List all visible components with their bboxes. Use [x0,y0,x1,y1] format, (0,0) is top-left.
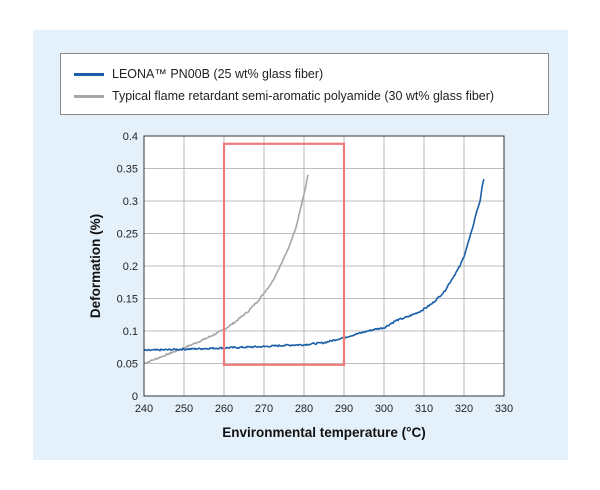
legend-label-typical: Typical flame retardant semi-aromatic po… [112,89,495,103]
y-tick-label: 0.35 [117,164,138,176]
legend-item-typical: Typical flame retardant semi-aromatic po… [74,87,494,105]
y-tick-label: 0.1 [123,326,138,338]
y-tick-label: 0.2 [123,261,138,273]
chart-legend: LEONA™ PN00B (25 wt% glass fiber) Typica… [60,53,549,115]
x-tick-label: 310 [415,403,433,415]
series-layer [143,174,485,365]
annotation-layer [222,142,346,366]
legend-item-leona: LEONA™ PN00B (25 wt% glass fiber) [74,65,323,83]
y-tick-label: 0.4 [123,131,138,143]
legend-swatch-leona [74,72,104,76]
y-axis-title: Deformation (%) [88,214,103,318]
x-tick-label: 260 [215,403,233,415]
x-tick-label: 320 [455,403,473,415]
y-tick-label: 0 [132,391,138,403]
x-tick-label: 330 [495,403,513,415]
legend-label-leona: LEONA™ PN00B (25 wt% glass fiber) [112,67,324,81]
x-tick-label: 270 [255,403,273,415]
x-tick-label: 280 [295,403,313,415]
x-axis-title: Environmental temperature (°C) [222,425,425,440]
x-tick-label: 290 [335,403,353,415]
y-axis-ticks: 0 0.05 0.1 0.15 0.2 0.25 0.3 0.35 0.4 [117,131,138,403]
highlight-rectangle [222,142,346,366]
y-tick-label: 0.15 [117,294,138,306]
x-tick-label: 250 [175,403,193,415]
y-tick-label: 0.05 [117,359,138,371]
series-line-typical [143,174,309,365]
x-axis-ticks: 240 250 260 270 280 290 300 310 320 330 [135,403,513,415]
series-line-leona [143,178,485,352]
y-tick-label: 0.3 [123,196,138,208]
x-tick-label: 240 [135,403,153,415]
y-tick-label: 0.25 [117,229,138,241]
legend-swatch-typical [74,94,104,98]
x-tick-label: 300 [375,403,393,415]
plot-frame [143,135,505,397]
